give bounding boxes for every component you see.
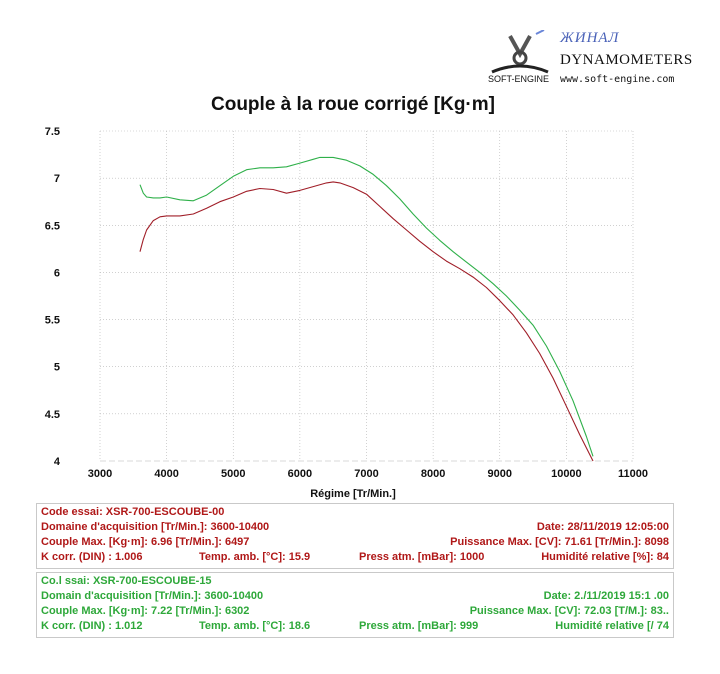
run-2-info-panel: Co.l ssai: XSR-700-ESCOUBE-15 Domain d'a… — [36, 572, 674, 638]
company-name: DYNAMOMETERS — [560, 52, 693, 68]
run-2-humidity: Humidité relative [/ 74 — [555, 620, 669, 632]
y-tick-label: 7.5 — [45, 126, 60, 138]
brand-text: ЖИНАЛ — [560, 30, 620, 46]
run-1-humidity: Humidité relative [%]: 84 — [541, 551, 669, 563]
y-tick-label: 6 — [54, 267, 60, 279]
axes: 3000 4000 5000 6000 7000 8000 9000 10000 11000 4 4… — [45, 126, 648, 480]
soft-engine-logo: ЖИНАЛ DYNAMOMETERS SOFT-ENGINE www.soft-… — [484, 30, 706, 90]
x-tick-label: 8000 — [421, 468, 445, 480]
website-url: www.soft-engine.com — [560, 74, 675, 85]
run-1-date: Date: 28/11/2019 12:05:00 — [536, 521, 669, 533]
run-1-press: Press atm. [mBar]: 1000 — [359, 551, 485, 563]
run-2-puissance-max: Puissance Max. [CV]: 72.03 [T/M.]: 83.. — [469, 605, 669, 617]
y-tick-label: 4.5 — [45, 409, 60, 421]
x-tick-label: 6000 — [288, 468, 312, 480]
x-axis-label: Régime [Tr/Min.] — [310, 488, 396, 500]
run-2-couple-max: Couple Max. [Kg·m]: 7.22 [Tr/Min.]: 6302 — [41, 605, 250, 617]
run-2-k-corr: K corr. (DIN) : 1.012 — [41, 620, 143, 632]
y-tick-label: 5.5 — [45, 315, 60, 327]
run-1-couple-max: Couple Max. [Kg·m]: 6.96 [Tr/Min.]: 6497 — [41, 536, 250, 548]
run-2-domain: Domain d'acquisition [Tr/Min.]: 3600-104… — [41, 590, 264, 602]
run-1-domain: Domaine d'acquisition [Tr/Min.]: 3600-10… — [41, 521, 270, 533]
run-2-press: Press atm. [mBar]: 999 — [359, 620, 479, 632]
run-1-info-panel: Code essai: XSR-700-ESCOUBE-00 Domaine d… — [36, 503, 674, 569]
run-2-date: Date: 2./11/2019 15:1 .00 — [543, 590, 669, 602]
run-1-puissance-max: Puissance Max. [CV]: 71.61 [Tr/Min.]: 80… — [450, 536, 669, 548]
run-2-temp: Temp. amb. [°C]: 18.6 — [199, 620, 311, 632]
chart-title: Couple à la roue corrigé [Kg·m] — [211, 94, 495, 115]
x-tick-label: 7000 — [354, 468, 378, 480]
x-tick-label: 3000 — [88, 468, 112, 480]
torque-chart: 3000 4000 5000 6000 7000 8000 9000 10000 11000 4 4… — [45, 94, 648, 500]
x-tick-label: 9000 — [488, 468, 512, 480]
x-tick-label: 10000 — [551, 468, 582, 480]
series-1-line — [139, 181, 594, 462]
wrench-icon — [491, 30, 549, 74]
run-2-code: Co.l ssai: XSR-700-ESCOUBE-15 — [41, 575, 212, 587]
x-tick-label: 11000 — [618, 468, 648, 480]
series-lines — [139, 156, 594, 462]
grid — [99, 130, 634, 462]
y-tick-label: 7 — [54, 173, 60, 185]
soft-engine-label: SOFT-ENGINE — [488, 74, 550, 84]
run-1-temp: Temp. amb. [°C]: 15.9 — [199, 551, 311, 563]
run-1-k-corr: K corr. (DIN) : 1.006 — [41, 551, 143, 563]
run-1-code: Code essai: XSR-700-ESCOUBE-00 — [41, 506, 225, 518]
x-tick-label: 5000 — [221, 468, 245, 480]
y-tick-label: 6.5 — [45, 220, 60, 232]
y-tick-label: 4 — [54, 456, 61, 468]
y-tick-label: 5 — [54, 362, 60, 374]
series-2-line — [139, 156, 594, 457]
x-tick-label: 4000 — [154, 468, 178, 480]
